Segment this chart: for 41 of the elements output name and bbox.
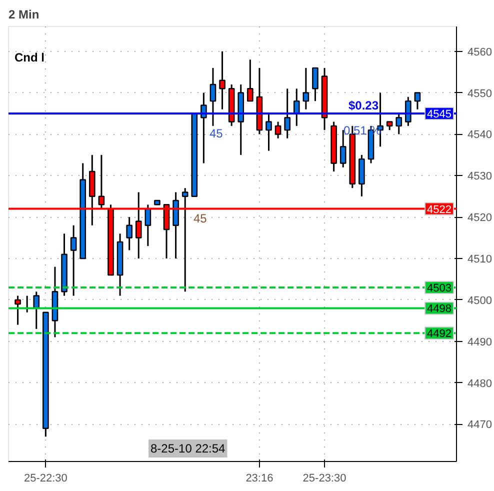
y-tick-label: 4490 [468,336,492,348]
ref-line-label: 4503 [427,282,452,294]
candlestick [14,295,21,326]
candlestick [70,224,77,297]
x-tick-label: 25-23:30 [302,472,346,484]
annotation: $0.23 [348,98,379,112]
candlestick [396,112,402,135]
candlestick [274,121,282,140]
y-tick-label: 4540 [468,129,492,142]
candlestick [405,96,412,127]
x-tick-label: 25-22:30 [24,472,68,484]
annotation: Cnd l [14,50,44,64]
y-tick-label: 4470 [468,419,492,432]
y-tick-label: 4510 [468,254,492,266]
ref-line-label: 4522 [427,204,452,216]
candlestick [247,58,254,102]
candlestick [219,50,226,110]
candlestick [293,88,300,127]
candlestick [210,67,216,127]
candlestick [312,67,318,102]
ref-line-label: 4492 [427,328,452,340]
y-tick-label: 4500 [468,294,492,307]
candlestick [414,92,421,110]
candlestick [182,187,188,292]
annotation: 8-25-10 22:54 [150,442,226,456]
chart-title: 2 Min [8,8,40,22]
annotation: 45 [194,212,208,226]
x-tick-label: 23:16 [246,472,274,484]
annotation: 45 [210,126,224,140]
candlestick [266,112,272,152]
y-tick-label: 4480 [468,378,492,390]
candlestick [126,216,132,251]
ref-line-label: 4498 [427,303,452,316]
y-tick-label: 4520 [468,212,492,224]
candlestick [284,88,290,140]
y-tick-label: 4550 [468,88,492,100]
candlestick [302,67,310,110]
y-tick-label: 4530 [468,170,492,183]
y-tick-label: 4560 [468,46,492,58]
ref-line-label: 4545 [427,108,452,120]
candlestick [33,290,40,330]
